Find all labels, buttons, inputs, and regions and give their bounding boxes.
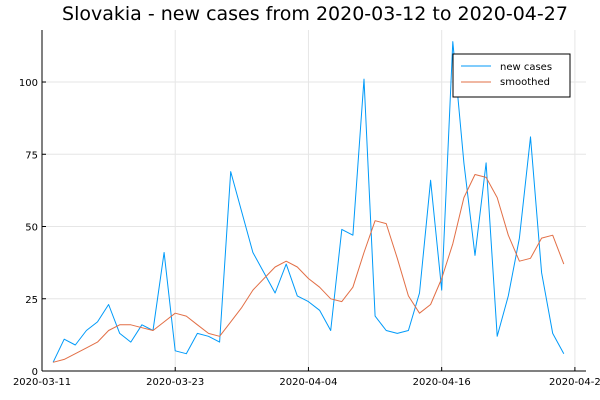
y-tick-label: 0 (32, 367, 38, 378)
chart-title: Slovakia - new cases from 2020-03-12 to … (62, 3, 568, 25)
x-tick-label: 2020-03-23 (146, 377, 204, 388)
y-tick-label: 50 (25, 223, 38, 234)
x-tick-label: 2020-04-16 (413, 377, 471, 388)
y-tick-label: 100 (19, 78, 38, 89)
series-line-new-cases (52, 41, 565, 363)
y-tick-label: 75 (25, 150, 38, 161)
y-tick-label: 25 (25, 295, 38, 306)
legend: new cases smoothed (452, 53, 571, 98)
legend-label-new-cases: new cases (500, 62, 552, 73)
x-tick-label: 2020-04-2 (549, 377, 600, 388)
series-line-smoothed (52, 174, 565, 363)
legend-label-smoothed: smoothed (500, 77, 550, 88)
x-tick-label: 2020-04-04 (279, 377, 337, 388)
series-lines (52, 41, 565, 363)
x-tick-label: 2020-03-11 (13, 377, 71, 388)
axes: 0 25 50 75 100 2020-03-11 2020-03-23 2020-04-04… (13, 30, 600, 388)
legend-box (452, 53, 571, 98)
